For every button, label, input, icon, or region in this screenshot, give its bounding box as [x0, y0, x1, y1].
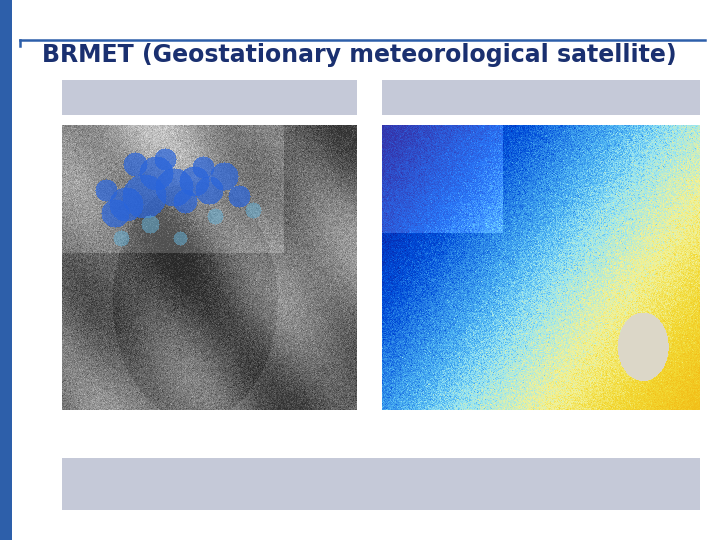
Text: Precipation measurements: Precipation measurements — [107, 90, 312, 105]
Text: BRMET (Geostationary meteorological satellite): BRMET (Geostationary meteorological sate… — [42, 43, 677, 67]
Bar — [0, 0, 12, 540]
Text: BRMET: Improvements in weather forecasts: BRMET: Improvements in weather forecasts — [140, 475, 622, 494]
Text: Sea surface temperature: Sea surface temperature — [445, 90, 636, 105]
